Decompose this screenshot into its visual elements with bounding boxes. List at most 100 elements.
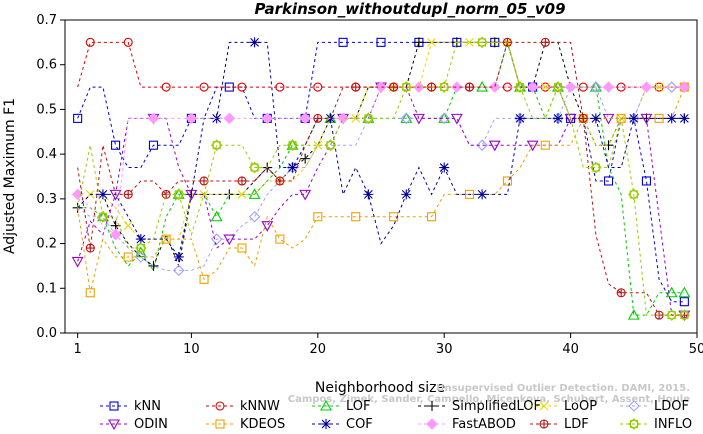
series-line-kNN bbox=[77, 41, 685, 303]
data-point-LoOP bbox=[654, 82, 664, 92]
legend-label: LOF bbox=[346, 399, 371, 414]
data-point-LDF bbox=[275, 176, 285, 186]
legend-swatch-marker bbox=[539, 401, 549, 411]
data-point-INFLO bbox=[438, 81, 450, 93]
data-point-LoOP bbox=[313, 140, 323, 150]
legend-entry-ODIN: ODIN bbox=[100, 417, 168, 432]
legend-label: FastABOD bbox=[452, 417, 516, 432]
data-point-ODIN bbox=[526, 140, 539, 152]
x-axis-label: Neighborhood size bbox=[315, 380, 445, 396]
y-tick-label: 0.7 bbox=[36, 13, 57, 28]
x-tick-label: 20 bbox=[310, 342, 327, 357]
legend-swatch-marker bbox=[215, 419, 225, 429]
data-point-LOF bbox=[678, 286, 691, 298]
data-point-INFLO bbox=[172, 188, 185, 201]
data-point-kNNW bbox=[161, 82, 171, 92]
data-point-LDF bbox=[464, 82, 475, 92]
y-tick-label: 0.6 bbox=[36, 58, 57, 73]
series-FastABOD bbox=[71, 81, 691, 241]
legend-swatch-marker bbox=[320, 399, 332, 411]
data-point-COF bbox=[439, 162, 450, 173]
legend-entry-kNN: kNN bbox=[100, 399, 161, 414]
annotation-line-1: Unsupervised Outlier Detection. DAMI, 20… bbox=[436, 383, 690, 394]
data-point-KDEOS bbox=[540, 140, 550, 150]
data-point-INFLO bbox=[590, 161, 602, 174]
data-point-LDF bbox=[313, 113, 323, 123]
data-point-KDEOS bbox=[313, 212, 323, 222]
legend-label: LoOP bbox=[564, 399, 597, 414]
y-tick-label: 0.0 bbox=[36, 326, 57, 341]
x-tick-label: 30 bbox=[436, 342, 453, 357]
data-point-LDOF bbox=[590, 81, 602, 93]
legend-swatch-marker bbox=[628, 400, 640, 412]
data-point-FastABOD bbox=[185, 112, 198, 125]
y-axis-label: Adjusted Maximum F1 bbox=[2, 98, 18, 254]
legend-label: COF bbox=[346, 417, 373, 432]
axis-ticks: 1 10 20 30 40 50 0.0 0.1 0.2 0.3 0.4 0.5 0.6 0.7 bbox=[36, 13, 703, 357]
data-point-KDEOS bbox=[464, 189, 475, 199]
data-point-COF bbox=[515, 113, 526, 124]
series-line-INFLO bbox=[77, 41, 685, 316]
data-point-LDF bbox=[237, 176, 247, 186]
data-point-FastABOD bbox=[451, 81, 463, 93]
annotation-line-2: Campos, Zimek, Sander, Campello, Micenko… bbox=[288, 394, 690, 405]
data-point-COF bbox=[363, 189, 374, 200]
legend-label: kNN bbox=[134, 399, 161, 414]
data-point-kNNW bbox=[313, 82, 323, 92]
legend-entry-INFLO: INFLO bbox=[620, 417, 692, 432]
data-point-INFLO bbox=[665, 309, 678, 321]
data-point-LDOF bbox=[210, 233, 223, 245]
data-point-LDOF bbox=[438, 112, 450, 125]
data-point-LDF bbox=[578, 113, 588, 123]
data-point-INFLO bbox=[476, 36, 488, 49]
series-line-kNNW bbox=[77, 41, 685, 88]
series-layer bbox=[71, 36, 691, 322]
data-point-LOF bbox=[400, 112, 413, 123]
series-SimplifiedLOF bbox=[72, 37, 690, 271]
data-point-ODIN bbox=[71, 256, 84, 268]
data-point-LoOP bbox=[540, 82, 550, 92]
data-point-COF bbox=[287, 162, 298, 173]
data-point-kNN bbox=[111, 140, 121, 150]
data-point-INFLO bbox=[514, 81, 526, 93]
data-point-kNN bbox=[641, 176, 651, 186]
data-point-INFLO bbox=[248, 161, 261, 174]
data-point-ODIN bbox=[488, 140, 501, 152]
data-point-kNN bbox=[679, 297, 689, 307]
data-point-LOF bbox=[589, 80, 602, 92]
data-point-SimplifiedLOF bbox=[413, 37, 424, 48]
data-point-LDF bbox=[351, 82, 361, 92]
data-point-LDF bbox=[540, 37, 550, 47]
data-point-KDEOS bbox=[123, 252, 133, 262]
data-point-LoOP bbox=[427, 37, 436, 47]
data-point-ODIN bbox=[299, 189, 312, 201]
data-point-FastABOD bbox=[375, 81, 387, 93]
legend-label: LDF bbox=[564, 417, 589, 432]
legend-entry-LDOF: LDOF bbox=[620, 399, 689, 414]
data-point-FastABOD bbox=[564, 81, 577, 93]
data-point-KDEOS bbox=[199, 274, 209, 284]
series-KDEOS bbox=[77, 82, 689, 298]
series-line-KDEOS bbox=[77, 86, 685, 293]
data-point-LDF bbox=[85, 243, 95, 253]
data-point-ODIN bbox=[450, 113, 463, 125]
chart-title: Parkinson_withoutdupl_norm_05_v09 bbox=[254, 0, 565, 18]
legend-label: KDEOS bbox=[240, 417, 285, 432]
data-point-kNN bbox=[73, 113, 83, 123]
data-point-INFLO bbox=[324, 139, 337, 151]
data-point-kNN bbox=[603, 176, 614, 186]
data-point-SimplifiedLOF bbox=[300, 153, 311, 164]
legend-swatch-marker bbox=[321, 419, 331, 429]
data-point-KDEOS bbox=[502, 176, 512, 186]
legend: kNN kNNW LOF SimplifiedLOF LoOP LDOF ODIN KDEOS… bbox=[100, 399, 692, 432]
data-point-FastABOD bbox=[602, 81, 615, 93]
data-point-LDF bbox=[123, 189, 133, 199]
legend-swatch-marker bbox=[426, 418, 438, 430]
data-point-FastABOD bbox=[678, 81, 691, 93]
data-point-KDEOS bbox=[275, 234, 285, 244]
data-point-KDEOS bbox=[616, 113, 626, 123]
series-line-SimplifiedLOF bbox=[77, 41, 685, 268]
data-point-COF bbox=[97, 189, 108, 200]
data-point-kNNW bbox=[275, 82, 285, 92]
data-point-ODIN bbox=[261, 221, 274, 232]
